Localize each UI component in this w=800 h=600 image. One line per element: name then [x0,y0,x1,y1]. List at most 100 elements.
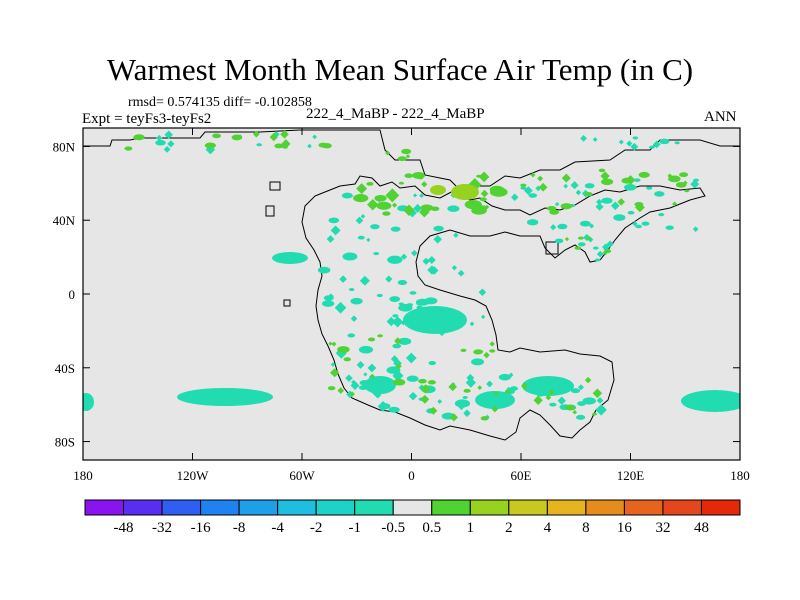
cyan-patch [371,387,382,398]
cyan-patch [388,406,400,413]
left-subtitle: Expt = teyFs3-teyFs2 [82,111,212,127]
colorbar-box [662,499,702,516]
cyan-patch [596,198,603,206]
cyan-patch [164,130,174,140]
cyan-patch [376,383,382,389]
cyan-patch [348,288,355,292]
cyan-patch [549,402,557,407]
green-patch [600,171,610,181]
cyan-patch [363,372,368,377]
anomaly-patches [83,129,740,422]
colorbar-box [431,499,471,516]
cyan-patch [536,392,545,397]
cyan-patch [330,225,341,236]
green-patch [448,382,458,392]
cyan-patch [528,193,538,198]
green-patch [601,178,614,186]
cyan-patch [633,178,641,182]
green-patch [412,172,425,179]
cyan-patch [397,280,408,286]
green-patch [490,187,508,197]
green-patch [479,197,487,202]
colorbar-box [469,499,510,516]
cyan-patch [359,380,370,386]
green-patch [327,386,336,391]
green-patch [668,175,681,183]
cyan-patch [355,216,364,225]
green-patch [533,395,543,405]
cyan-patch [580,134,587,142]
cyan-patch [437,399,443,404]
green-patch [420,384,431,394]
x-tick-label: 0 [408,468,415,483]
green-patch [367,337,376,342]
green-patch [337,346,350,353]
green-patch [405,154,411,159]
green-patch [617,198,625,206]
cyan-patch [334,301,347,314]
cyan-patch [606,240,614,248]
cyan-patch [557,223,568,230]
cyan-patch [410,249,418,257]
cyan-patch [557,396,566,405]
cyan-patch [536,383,541,389]
cyan-patch [370,224,380,230]
x-tick-label: 60W [289,468,315,483]
green-patch [370,373,375,379]
green-patch [460,348,467,353]
green-patch [429,406,438,415]
cyan-patch [330,362,336,367]
cyan-patch [462,396,468,399]
cyan-patch [601,197,613,204]
green-patch [679,172,689,178]
green-patch [463,388,471,393]
colorbar-label: -8 [233,520,246,536]
cyan-patch [613,214,626,221]
cyan-patch [386,366,401,374]
colorbar-box [238,499,279,516]
green-patch [560,203,573,210]
cyan-patch [486,380,493,388]
cyan-patch [465,377,476,388]
green-patch [282,145,288,149]
colorbar-label: 4 [544,520,552,536]
green-patch [379,196,385,202]
x-tick-label: 180 [73,468,93,483]
y-tick-label: 80S [55,435,75,450]
green-patch [252,130,260,138]
cyan-patch [570,181,579,190]
green-patch [584,192,593,197]
green-patch [598,168,606,173]
cyan-patch [522,376,574,396]
cyan-patch [391,316,404,328]
colorbar-box [508,499,548,516]
green-patch [548,389,555,396]
cyan-patch [433,235,443,244]
cyan-patch [596,397,604,404]
green-patch [602,249,609,256]
green-patch [521,382,529,390]
colorbar-label: -16 [191,520,211,536]
cyan-patch [272,252,308,264]
green-patch [586,235,592,241]
green-patch [592,388,603,399]
green-patch [397,156,407,162]
cyan-patch [469,321,475,327]
green-patch [328,341,333,346]
green-patch [430,206,440,212]
cyan-patch [630,142,639,151]
cyan-patch [413,193,418,198]
green-patch [675,181,687,188]
right-subtitle: ANN [704,109,737,125]
map-axes: 180 120W 60W 0 60E 120E 180 80N 40N 0 40S 80S [53,128,750,483]
green-patch [545,394,552,401]
cyan-patch [438,330,445,337]
cyan-patch [635,224,642,229]
cyan-patch [592,137,598,142]
cyan-patch [632,221,638,227]
cyan-patch [398,303,413,312]
cyan-patch [498,399,507,408]
colorbar-label: -0.5 [381,520,405,536]
green-patch [484,204,490,210]
cyan-patch [397,337,412,345]
